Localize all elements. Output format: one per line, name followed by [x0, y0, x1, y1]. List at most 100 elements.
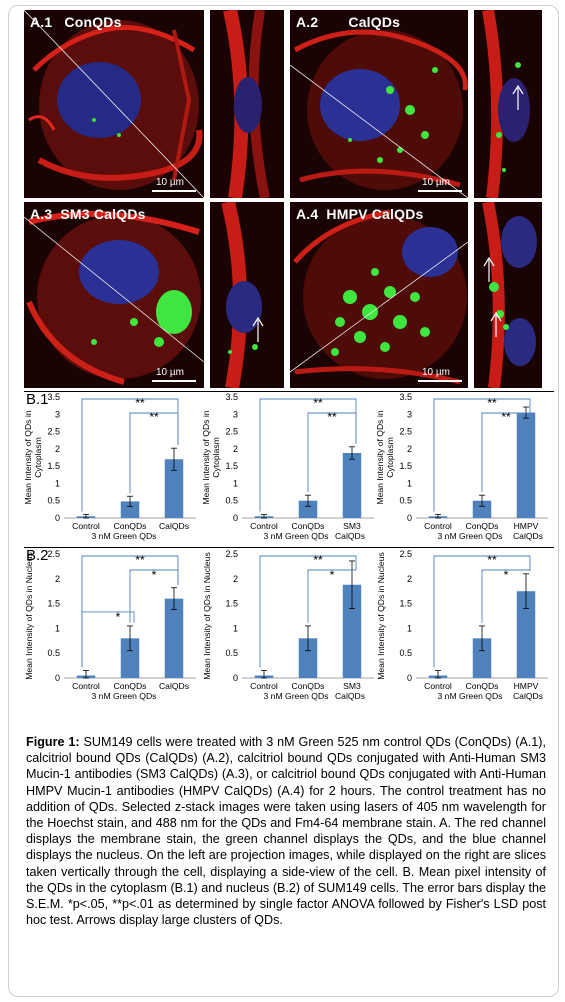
significance-bracket: [481, 404, 531, 493]
bar: [164, 598, 184, 678]
x-tick-label: ConQDs: [114, 681, 147, 691]
x-tick-label: ConQDs: [114, 521, 147, 531]
bar: [472, 638, 492, 678]
x-axis-label: 3 nM Green QDs: [438, 691, 503, 701]
significance-bracket: [433, 555, 531, 668]
x-axis-label: 3 nM Green QDs: [438, 531, 503, 541]
x-tick-label-suffix: CalQDs: [513, 691, 543, 701]
bar: [342, 453, 362, 518]
panel-a4-label: A.4 HMPV CalQDs: [296, 206, 424, 222]
bar: [298, 638, 318, 678]
panel-a4-slice: [474, 202, 542, 388]
chart-b2-sm3: 0 0.5 1 1.5 2 2.5 Mean Intensity of QDs in Nuc…: [202, 549, 374, 701]
y-tick-label: 2.5: [47, 549, 60, 559]
panel-a2-scale-label: 10 µm: [422, 177, 450, 188]
panel-a2-projection: A.2 CalQDs 10 µm: [290, 10, 468, 198]
y-tick-label: 1.5: [399, 599, 412, 609]
significance-label: **: [313, 553, 323, 567]
significance-bracket: [481, 569, 531, 623]
x-tick-label: HMPV: [514, 521, 539, 531]
panel-a4-projection: A.4 HMPV CalQDs 10 µm: [290, 202, 468, 388]
significance-label: *: [152, 568, 157, 582]
y-axis-label: Mean Intensity of QDs inCytoplasm: [376, 410, 395, 504]
y-tick-label: 1: [233, 623, 238, 633]
x-tick-label: CalQDs: [159, 681, 189, 691]
y-tick-label: 0: [407, 673, 412, 683]
significance-bracket: [307, 557, 357, 623]
y-tick-label: 0.5: [47, 496, 60, 506]
x-tick-label: Control: [424, 681, 452, 691]
x-tick-label-suffix: CalQDs: [335, 691, 365, 701]
y-tick-label: 1: [55, 623, 60, 633]
significance-label: **: [135, 396, 145, 410]
y-tick-label: 0.5: [47, 648, 60, 658]
x-tick-label: ConQDs: [466, 521, 499, 531]
y-tick-label: 1.5: [47, 461, 60, 471]
y-axis-label: Mean Intensity of QDs in Nucleus: [24, 552, 34, 680]
panel-a3-scale-label: 10 µm: [156, 367, 184, 378]
panel-a2-image: [290, 10, 468, 198]
y-tick-label: 1.5: [399, 461, 412, 471]
significance-label: **: [135, 553, 145, 567]
b1-section-label: B.1: [26, 391, 49, 408]
y-tick-label: 0: [407, 513, 412, 523]
significance-bracket: [307, 412, 357, 493]
x-axis-label: 3 nM Green QDs: [264, 531, 329, 541]
x-tick-label: Control: [424, 521, 452, 531]
y-tick-label: 3: [407, 409, 412, 419]
panel-a3-slice: [210, 202, 284, 388]
panel-a1-scale-label: 10 µm: [156, 177, 184, 188]
panel-a2-slice: [474, 10, 542, 198]
y-tick-label: 0: [233, 513, 238, 523]
panel-a2-slice-image: [474, 10, 542, 198]
panel-a3-label: A.3 SM3 CalQDs: [30, 206, 146, 222]
x-tick-label: ConQDs: [466, 681, 499, 691]
x-tick-label: SM3: [343, 521, 361, 531]
y-tick-label: 0.5: [225, 648, 238, 658]
x-tick-label: Control: [72, 521, 100, 531]
x-axis-label: 3 nM Green QDs: [92, 531, 157, 541]
y-tick-label: 2: [407, 444, 412, 454]
x-tick-label: SM3: [343, 681, 361, 691]
bar: [164, 459, 184, 518]
bar: [472, 500, 492, 518]
bar: [120, 501, 140, 518]
significance-label: *: [330, 568, 335, 582]
y-tick-label: 3.5: [399, 392, 412, 402]
x-tick-label: HMPV: [514, 681, 539, 691]
y-tick-label: 0: [55, 513, 60, 523]
bar: [120, 638, 140, 678]
panel-a2-label: A.2 CalQDs: [296, 14, 401, 30]
x-tick-label: ConQDs: [292, 681, 325, 691]
y-tick-label: 3.5: [225, 392, 238, 402]
x-axis-label: 3 nM Green QDs: [264, 691, 329, 701]
bar: [516, 591, 536, 678]
y-axis-label: Mean Intensity of QDs inCytoplasm: [202, 410, 221, 504]
x-tick-label: Control: [250, 521, 278, 531]
panel-a1-projection: A.1 ConQDs 10 µm: [24, 10, 204, 198]
y-tick-label: 1.5: [225, 599, 238, 609]
y-tick-label: 1: [55, 478, 60, 488]
x-tick-label: Control: [72, 681, 100, 691]
panel-a4-image: [290, 202, 468, 388]
microscopy-grid: A.1 ConQDs 10 µm A.2 CalQDs: [24, 10, 542, 388]
y-tick-label: 2: [233, 574, 238, 584]
panel-a1-scalebar: [152, 190, 196, 192]
y-tick-label: 2: [233, 444, 238, 454]
chart-b1-hmpv: 0 0.5 1 1.5 2 2.5 3 3.5 Mean Intensity of QDs in…: [376, 392, 548, 541]
y-tick-label: 1: [233, 478, 238, 488]
panel-a4-scale-label: 10 µm: [422, 367, 450, 378]
significance-bracket: [259, 555, 357, 668]
x-tick-label: CalQDs: [159, 521, 189, 531]
y-tick-label: 2: [55, 574, 60, 584]
significance-label: **: [327, 410, 337, 424]
x-tick-label: Control: [250, 681, 278, 691]
y-axis-label: Mean Intensity of QDs inCytoplasm: [24, 410, 43, 504]
significance-bracket: [129, 569, 179, 623]
panel-a1-label: A.1 ConQDs: [30, 14, 122, 30]
b1-top-rule: [24, 391, 554, 392]
y-tick-label: 3: [233, 409, 238, 419]
panel-a4-scalebar: [418, 380, 462, 382]
y-tick-label: 2.5: [399, 549, 412, 559]
x-tick-label: ConQDs: [292, 521, 325, 531]
